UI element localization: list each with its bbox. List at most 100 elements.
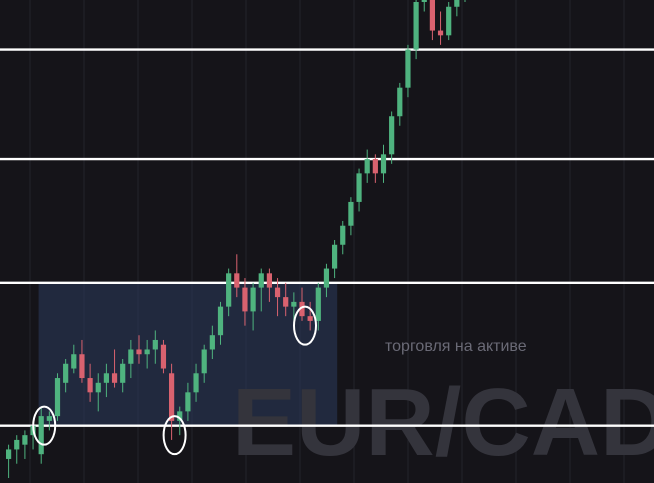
- candle-body: [217, 306, 224, 336]
- candle-body: [323, 268, 330, 288]
- candle: [136, 335, 142, 364]
- candle-body: [144, 349, 150, 355]
- candle-body: [185, 392, 191, 412]
- candle: [413, 0, 419, 60]
- candle-body: [348, 201, 354, 226]
- candle: [152, 330, 158, 364]
- candle-body: [437, 30, 444, 36]
- candle: [234, 254, 240, 298]
- candle: [250, 282, 256, 331]
- candle: [323, 263, 330, 298]
- candle: [380, 144, 387, 183]
- candle: [120, 359, 126, 393]
- candle: [87, 363, 93, 402]
- candle: [71, 344, 77, 374]
- candle: [356, 168, 362, 212]
- candle: [54, 373, 61, 421]
- candle: [242, 278, 248, 326]
- candle-body: [71, 354, 77, 369]
- candle-body: [421, 0, 427, 2]
- candle: [209, 325, 215, 359]
- candle: [111, 349, 118, 388]
- candle: [6, 444, 12, 478]
- candle: [372, 154, 378, 183]
- candle-body: [193, 373, 199, 393]
- candle: [332, 240, 338, 279]
- candle: [291, 292, 297, 321]
- candle-body: [250, 287, 256, 312]
- candle: [405, 44, 411, 98]
- candle: [177, 406, 183, 436]
- candle-body: [315, 287, 321, 321]
- candle-body: [380, 154, 387, 174]
- candle-body: [160, 344, 167, 369]
- candle: [397, 82, 403, 126]
- candle-body: [95, 382, 101, 393]
- candle-body: [87, 378, 93, 393]
- candle-body: [332, 244, 338, 269]
- candle-body: [79, 354, 85, 379]
- candle-body: [274, 287, 281, 298]
- candle-body: [22, 435, 28, 445]
- candle: [144, 339, 150, 369]
- watermark-symbol: EUR/CAD: [232, 369, 654, 476]
- candle-body: [413, 2, 419, 50]
- candle-body: [389, 116, 395, 155]
- candle: [258, 268, 264, 312]
- candle-body: [405, 49, 411, 88]
- candle: [14, 435, 20, 464]
- candle: [348, 197, 354, 236]
- candle: [429, 0, 435, 41]
- candle: [193, 363, 199, 402]
- candle-body: [307, 316, 313, 321]
- candle: [454, 0, 460, 17]
- candle-body: [128, 349, 134, 364]
- candle-body: [397, 87, 403, 117]
- watermark-subtitle: торговля на активе: [385, 338, 527, 355]
- candle: [201, 344, 207, 383]
- candle: [266, 268, 272, 302]
- candle-body: [356, 173, 362, 202]
- candle: [95, 373, 101, 412]
- candle-body: [242, 287, 248, 312]
- candle-body: [454, 0, 460, 7]
- candle-body: [372, 159, 378, 174]
- candle-body: [226, 273, 232, 307]
- candle: [169, 363, 175, 440]
- candle: [22, 430, 28, 459]
- candle-body: [364, 159, 370, 174]
- candle: [160, 339, 167, 374]
- candle-body: [177, 411, 183, 421]
- candle-body: [6, 449, 12, 459]
- highlight-ellipse: [162, 415, 187, 456]
- candle: [340, 220, 346, 255]
- candle: [307, 301, 313, 331]
- candle: [185, 382, 191, 421]
- candle: [46, 411, 52, 431]
- candle-body: [258, 273, 264, 288]
- candle-body: [136, 349, 142, 355]
- candle-body: [446, 6, 452, 36]
- candle: [437, 11, 444, 45]
- candle: [128, 339, 134, 379]
- candle-body: [14, 439, 20, 450]
- candle: [299, 287, 305, 321]
- candle-body: [38, 416, 44, 455]
- candle-body: [234, 273, 240, 288]
- candle: [421, 0, 427, 12]
- candle-body: [291, 301, 297, 307]
- candle-body: [209, 335, 215, 350]
- candle-body: [111, 373, 118, 383]
- candle: [63, 359, 69, 393]
- candle-body: [201, 349, 207, 374]
- highlight-ellipses: [32, 305, 317, 456]
- candle: [38, 406, 44, 464]
- candle-body: [340, 225, 346, 245]
- candle-body: [120, 363, 126, 383]
- candle-body: [46, 416, 52, 421]
- candle-body: [266, 273, 272, 288]
- candle: [226, 268, 232, 317]
- candle: [274, 278, 281, 317]
- candle: [283, 282, 289, 317]
